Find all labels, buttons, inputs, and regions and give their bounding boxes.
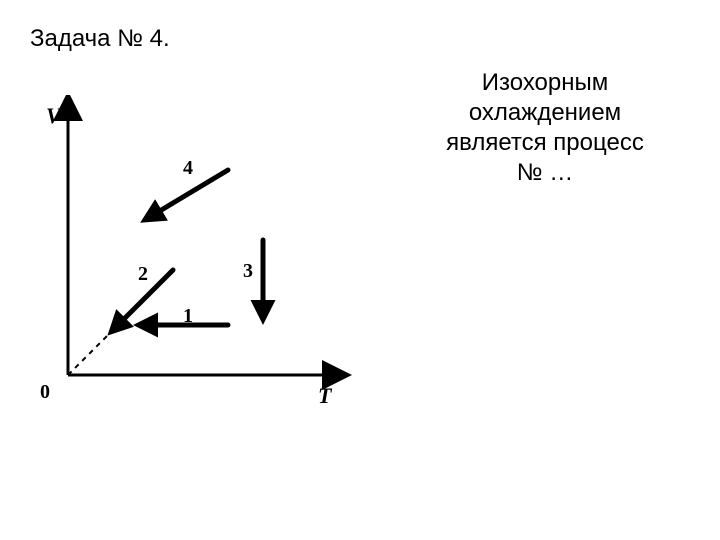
question-line-4: № …: [400, 158, 690, 188]
process-label-4: 4: [183, 157, 193, 180]
diagram-svg: [18, 95, 358, 435]
process-label-3: 3: [243, 260, 253, 283]
question-text: Изохорным охлаждением является процесс №…: [400, 68, 690, 188]
question-line-3: является процесс: [400, 128, 690, 158]
x-axis-label: T: [318, 383, 331, 409]
process-label-2: 2: [138, 263, 148, 286]
page-root: Задача № 4. Изохорным охлаждением являет…: [0, 0, 720, 540]
question-line-2: охлаждением: [400, 98, 690, 128]
question-line-1: Изохорным: [400, 68, 690, 98]
vt-diagram: V T 0 1 2 3 4: [18, 95, 358, 435]
task-title: Задача № 4.: [30, 25, 170, 53]
origin-label: 0: [40, 381, 50, 404]
process-label-1: 1: [183, 305, 193, 328]
y-axis-label: V: [46, 103, 61, 129]
